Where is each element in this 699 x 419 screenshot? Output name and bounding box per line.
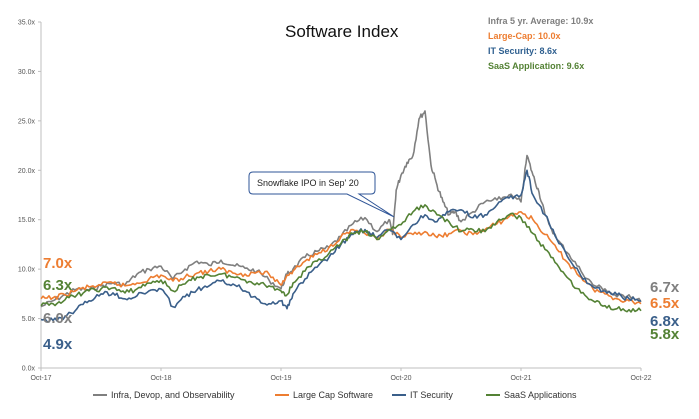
start-value-label: 6.3x bbox=[43, 277, 73, 294]
x-tick-label: Oct-21 bbox=[510, 375, 531, 382]
series-line-4 bbox=[40, 204, 642, 313]
series-layer bbox=[40, 110, 642, 323]
x-tick-label: Oct-18 bbox=[150, 375, 171, 382]
series-line-1 bbox=[40, 110, 642, 308]
annotation-text: Snowflake IPO in Sep' 20 bbox=[257, 178, 359, 188]
legend-label: SaaS Applications bbox=[504, 390, 577, 400]
y-tick-label: 5.0x bbox=[22, 316, 36, 323]
annotation-callout bbox=[248, 171, 395, 218]
chart-title: Software Index bbox=[285, 22, 399, 41]
x-tick-label: Oct-22 bbox=[630, 375, 651, 382]
labels-layer: Snowflake IPO in Sep' 20 Infra 5 yr. Aver… bbox=[43, 16, 680, 400]
start-value-label: 7.0x bbox=[43, 255, 73, 272]
y-tick-label: 15.0x bbox=[18, 217, 36, 224]
series-line-2 bbox=[40, 211, 642, 305]
legend-label: Infra, Devop, and Observability bbox=[111, 390, 235, 400]
y-tick-label: 20.0x bbox=[18, 168, 36, 175]
legend-label: IT Security bbox=[410, 390, 453, 400]
start-value-label: 6.0x bbox=[43, 310, 73, 327]
x-tick-label: Oct-20 bbox=[390, 375, 411, 382]
start-value-label: 4.9x bbox=[43, 336, 73, 353]
legend-label: Large Cap Software bbox=[293, 390, 373, 400]
y-tick-label: 35.0x bbox=[18, 20, 36, 27]
y-tick-label: 0.0x bbox=[22, 366, 36, 373]
average-label: IT Security: 8.6x bbox=[488, 46, 557, 56]
average-label: Large-Cap: 10.0x bbox=[488, 31, 561, 41]
y-tick-label: 10.0x bbox=[18, 267, 36, 274]
end-value-label: 6.7x bbox=[650, 279, 680, 296]
average-label: Infra 5 yr. Average: 10.9x bbox=[488, 16, 593, 26]
end-value-label: 5.8x bbox=[650, 326, 680, 343]
x-tick-label: Oct-19 bbox=[270, 375, 291, 382]
end-value-label: 6.8x bbox=[650, 313, 680, 330]
end-value-label: 6.5x bbox=[650, 295, 680, 312]
axes: 0.0x 5.0x 10.0x 15.0x 20.0x 25.0x 30.0x 35.0x Oc… bbox=[18, 20, 652, 383]
average-label: SaaS Application: 9.6x bbox=[488, 61, 584, 71]
y-tick-label: 25.0x bbox=[18, 118, 36, 125]
x-tick-label: Oct-17 bbox=[30, 375, 51, 382]
y-tick-label: 30.0x bbox=[18, 69, 36, 76]
